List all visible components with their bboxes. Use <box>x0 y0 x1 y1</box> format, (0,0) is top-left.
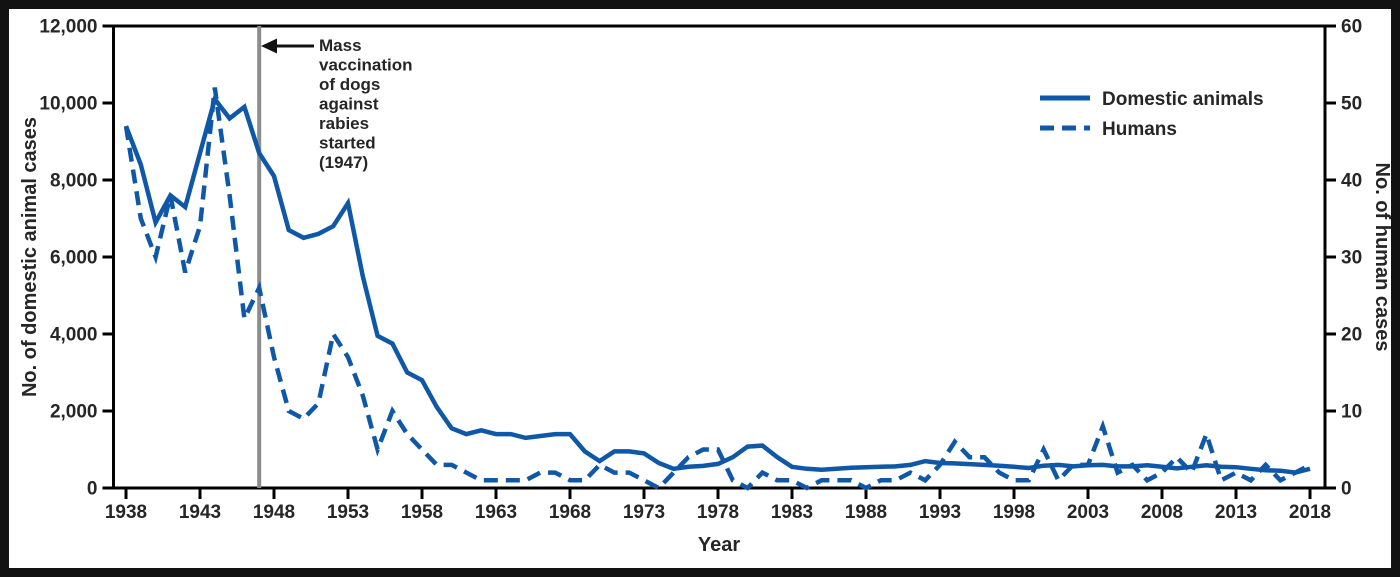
right-tick-label: 60 <box>1341 17 1362 38</box>
x-tick-label: 2013 <box>1215 502 1257 523</box>
left-axis-title: No. of domestic animal cases <box>19 117 41 397</box>
x-axis-ticks: 1938 1943 1948 1953 1958 1963 1968 1973 1978 1983… <box>105 488 1331 523</box>
vaccination-annotation: Mass vaccination of dogs against rabies start… <box>261 36 413 172</box>
right-tick-label: 20 <box>1341 325 1362 346</box>
x-tick-label: 1938 <box>105 502 147 523</box>
legend-label-humans: Humans <box>1102 119 1177 140</box>
annotation-line: vaccination <box>319 56 413 75</box>
right-tick-label: 50 <box>1341 94 1362 115</box>
x-tick-label: 1963 <box>475 502 517 523</box>
legend: Domestic animals Humans <box>1040 89 1264 140</box>
annotation-line: of dogs <box>319 75 380 94</box>
x-tick-label: 2008 <box>1141 502 1183 523</box>
left-tick-label: 12,000 <box>39 17 97 38</box>
annotation-arrow-head-icon <box>261 38 277 54</box>
left-tick-label: 4,000 <box>50 325 98 346</box>
x-tick-label: 1993 <box>919 502 961 523</box>
right-tick-label: 40 <box>1341 171 1362 192</box>
annotation-line: Mass <box>319 36 362 55</box>
annotation-line: started <box>319 134 376 153</box>
x-tick-label: 1973 <box>623 502 665 523</box>
right-tick-label: 10 <box>1341 402 1362 423</box>
annotation-text: Mass vaccination of dogs against rabies start… <box>319 36 413 172</box>
left-tick-label: 10,000 <box>39 94 97 115</box>
x-tick-label: 2018 <box>1289 502 1331 523</box>
x-tick-label: 1988 <box>845 502 887 523</box>
annotation-line: (1947) <box>319 153 368 172</box>
x-tick-label: 1998 <box>993 502 1035 523</box>
left-axis-ticks: 0 2,000 4,000 6,000 8,000 10,000 12,000 <box>39 17 114 500</box>
x-tick-label: 2003 <box>1067 502 1109 523</box>
left-tick-label: 8,000 <box>50 171 98 192</box>
x-axis-title: Year <box>698 534 740 556</box>
x-tick-label: 1943 <box>179 502 221 523</box>
x-tick-label: 1978 <box>697 502 739 523</box>
annotation-line: rabies <box>319 114 369 133</box>
humans-line <box>123 87 1312 491</box>
right-tick-label: 0 <box>1341 479 1352 500</box>
left-tick-label: 6,000 <box>50 248 98 269</box>
domestic-animals-line <box>123 94 1311 475</box>
annotation-line: against <box>319 95 379 114</box>
left-tick-label: 0 <box>87 479 98 500</box>
x-tick-label: 1968 <box>549 502 591 523</box>
x-tick-label: 1953 <box>327 502 369 523</box>
x-tick-label: 1983 <box>771 502 813 523</box>
right-axis-ticks: 0 10 20 30 40 50 60 <box>1325 17 1362 500</box>
right-axis-title: No. of human cases <box>1371 163 1393 352</box>
right-tick-label: 30 <box>1341 248 1362 269</box>
x-tick-label: 1948 <box>253 502 295 523</box>
left-tick-label: 2,000 <box>50 402 98 423</box>
legend-label-domestic-animals: Domestic animals <box>1102 89 1264 110</box>
x-tick-label: 1958 <box>401 502 443 523</box>
data-series <box>123 87 1312 491</box>
